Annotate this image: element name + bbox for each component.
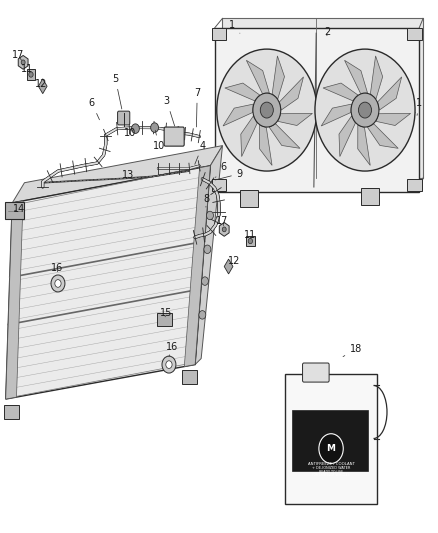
Text: 17: 17 [216, 216, 229, 227]
Circle shape [260, 102, 273, 118]
Text: + DE-IONIZED WATER: + DE-IONIZED WATER [312, 466, 350, 470]
Circle shape [204, 245, 211, 254]
Circle shape [319, 434, 343, 463]
Text: 1: 1 [229, 20, 240, 33]
Circle shape [222, 227, 226, 232]
Text: 15: 15 [160, 308, 172, 318]
Circle shape [248, 238, 253, 244]
Circle shape [131, 124, 139, 133]
FancyBboxPatch shape [157, 313, 172, 326]
Text: 13: 13 [122, 171, 134, 180]
Text: 12: 12 [228, 256, 240, 266]
Circle shape [199, 311, 206, 319]
Circle shape [217, 49, 317, 171]
Text: 18: 18 [343, 344, 362, 357]
Polygon shape [371, 56, 383, 99]
Circle shape [151, 123, 159, 132]
Circle shape [253, 93, 281, 127]
Polygon shape [279, 77, 304, 110]
Text: 7: 7 [194, 87, 200, 127]
Bar [223, 18, 423, 178]
Text: 12: 12 [35, 78, 48, 88]
FancyBboxPatch shape [117, 111, 130, 125]
Polygon shape [246, 60, 269, 93]
Text: 17: 17 [12, 51, 24, 60]
Polygon shape [223, 104, 253, 126]
FancyBboxPatch shape [240, 190, 258, 207]
FancyBboxPatch shape [164, 127, 184, 146]
Polygon shape [12, 146, 223, 203]
Text: 4: 4 [195, 141, 205, 164]
Polygon shape [269, 124, 300, 148]
Polygon shape [225, 83, 260, 101]
Polygon shape [241, 116, 257, 157]
Text: 14: 14 [13, 204, 25, 214]
Polygon shape [376, 114, 410, 125]
Text: FOR CHRYSLER VEHICLES: FOR CHRYSLER VEHICLES [312, 473, 350, 478]
Bar [27, 69, 35, 80]
Text: 6: 6 [215, 162, 226, 177]
Text: 3: 3 [164, 96, 175, 126]
Text: M: M [327, 444, 336, 453]
Polygon shape [195, 146, 223, 365]
Polygon shape [6, 201, 23, 399]
Polygon shape [260, 125, 272, 165]
Circle shape [162, 356, 176, 373]
Polygon shape [224, 259, 233, 274]
Circle shape [21, 60, 25, 65]
Text: 6: 6 [89, 98, 99, 120]
Text: READY TO USE: READY TO USE [319, 470, 343, 474]
Circle shape [206, 211, 213, 220]
Text: 16: 16 [51, 263, 63, 272]
Text: 16: 16 [166, 342, 178, 357]
FancyBboxPatch shape [212, 28, 226, 39]
Circle shape [351, 93, 379, 127]
Text: 5: 5 [112, 74, 122, 109]
Polygon shape [321, 104, 352, 126]
Polygon shape [358, 125, 370, 165]
FancyBboxPatch shape [407, 28, 422, 39]
Circle shape [29, 72, 33, 77]
Text: 8: 8 [203, 193, 209, 207]
FancyBboxPatch shape [303, 363, 329, 382]
Text: 1: 1 [416, 98, 422, 115]
Text: ANTIFREEZE / COOLANT: ANTIFREEZE / COOLANT [307, 463, 354, 466]
Polygon shape [345, 60, 367, 93]
FancyBboxPatch shape [285, 374, 377, 504]
Polygon shape [18, 55, 28, 69]
Bar [215, 28, 419, 192]
FancyBboxPatch shape [183, 370, 197, 384]
Polygon shape [367, 124, 398, 148]
Polygon shape [6, 166, 210, 399]
FancyBboxPatch shape [407, 179, 422, 191]
Polygon shape [378, 77, 402, 110]
Circle shape [201, 277, 208, 285]
FancyBboxPatch shape [361, 188, 379, 205]
Polygon shape [272, 56, 285, 99]
Circle shape [51, 275, 65, 292]
Polygon shape [339, 116, 355, 157]
Polygon shape [184, 166, 210, 367]
Polygon shape [278, 114, 312, 125]
Bar [292, 410, 368, 471]
Polygon shape [323, 83, 358, 101]
Text: 11: 11 [244, 230, 257, 240]
Circle shape [55, 280, 61, 287]
FancyBboxPatch shape [5, 203, 25, 219]
Polygon shape [39, 79, 47, 94]
Text: 9: 9 [215, 169, 243, 180]
Text: 10: 10 [124, 128, 136, 138]
FancyBboxPatch shape [212, 179, 226, 191]
FancyBboxPatch shape [4, 406, 19, 419]
Text: 10: 10 [153, 130, 165, 151]
Text: 2: 2 [324, 27, 330, 37]
Polygon shape [219, 222, 229, 236]
Circle shape [358, 102, 371, 118]
Bar [246, 236, 254, 246]
Text: 11: 11 [21, 64, 34, 74]
Circle shape [315, 49, 415, 171]
Circle shape [166, 361, 172, 368]
